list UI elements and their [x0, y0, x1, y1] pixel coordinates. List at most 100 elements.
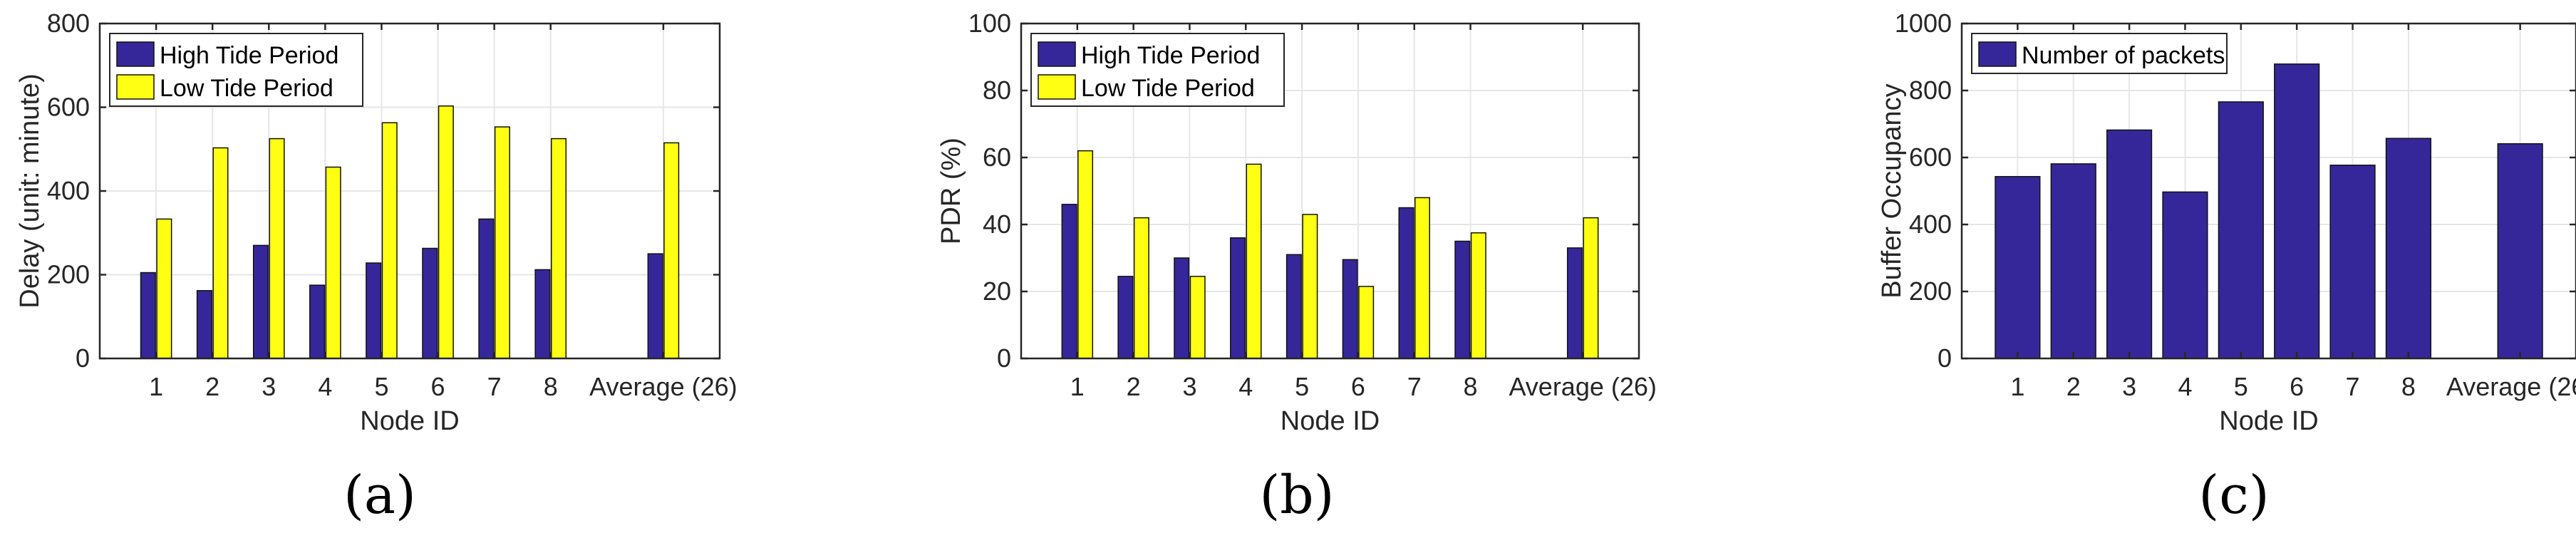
legend: High Tide Period Low Tide Period [109, 33, 363, 107]
bar-count [2106, 129, 2153, 359]
x-axis-label: Node ID [2219, 406, 2318, 436]
y-tick-label: 800 [47, 9, 90, 38]
x-tick-label: 6 [2290, 372, 2304, 401]
x-tick-label: 2 [2067, 372, 2081, 401]
bar-low-tide [1133, 217, 1149, 359]
panel-label: (c) [2198, 465, 2269, 526]
x-tick-label: 3 [2122, 372, 2136, 401]
x-tick-label: 1 [1070, 372, 1085, 401]
x-tick-label: 4 [1238, 372, 1253, 401]
bar-count [2218, 101, 2264, 359]
x-tick-label: 5 [374, 372, 388, 401]
bar-count [1995, 176, 2041, 359]
y-axis-label: Delay (unit: minute) [15, 73, 45, 308]
y-tick-label: 60 [983, 143, 1011, 172]
bar-low-tide [381, 122, 398, 359]
bar-high-tide [534, 269, 551, 359]
bar-high-tide [422, 247, 438, 359]
x-tick-label: 3 [262, 372, 276, 401]
x-axis-label: Node ID [1281, 406, 1380, 436]
x-tick-label: 2 [205, 372, 219, 401]
bar-high-tide [140, 272, 156, 359]
y-tick-label: 600 [47, 93, 90, 122]
bar-high-tide [1342, 259, 1358, 359]
x-tick-label: 8 [2401, 372, 2416, 401]
bar-high-tide [1566, 247, 1583, 359]
axes-box [1020, 22, 1640, 360]
bar-high-tide [1286, 254, 1302, 359]
bar-low-tide [212, 147, 229, 359]
bar-count [2274, 63, 2320, 359]
x-tick-label: 3 [1182, 372, 1196, 401]
bar-high-tide [1061, 204, 1077, 359]
panel-label: (b) [1259, 465, 1334, 526]
bar-count [2050, 163, 2096, 359]
legend-label: Low Tide Period [1081, 75, 1255, 102]
legend: Number of packets [1971, 33, 2228, 74]
x-tick-label: 5 [2234, 372, 2248, 401]
bar-low-tide [325, 166, 341, 359]
bar-count [2497, 143, 2543, 359]
bar-low-tide [1414, 197, 1430, 359]
y-tick-label: 1000 [1895, 9, 1952, 38]
legend: High Tide Period Low Tide Period [1030, 33, 1285, 107]
x-tick-label: 8 [1464, 372, 1478, 401]
x-tick-label: 4 [2178, 372, 2192, 401]
axes-box [1960, 22, 2576, 360]
legend-label: Low Tide Period [160, 75, 333, 102]
x-tick-label: Average (26) [589, 372, 737, 401]
bar-low-tide [1189, 276, 1206, 359]
bar-low-tide [1246, 163, 1262, 359]
bar-low-tide [1583, 217, 1599, 359]
bar-high-tide [196, 290, 212, 359]
bar-high-tide [478, 218, 495, 359]
y-tick-label: 80 [983, 76, 1011, 105]
bar-low-tide [1302, 214, 1318, 359]
bar-high-tide [1117, 276, 1134, 359]
x-tick-label: 7 [1407, 372, 1422, 401]
bar-high-tide [1230, 237, 1246, 359]
legend-label: Number of packets [2022, 42, 2225, 69]
x-tick-label: 5 [1295, 372, 1309, 401]
legend-swatch-low-tide [116, 74, 155, 100]
y-tick-label: 20 [983, 276, 1011, 306]
legend-swatch-low-tide [1038, 74, 1076, 100]
bar-high-tide [1174, 257, 1190, 359]
legend-swatch-count [1978, 41, 2017, 67]
x-tick-label: 8 [544, 372, 558, 401]
bar-low-tide [663, 142, 680, 359]
bar-low-tide [156, 218, 172, 359]
x-tick-label: Average (26) [1509, 372, 1656, 401]
y-tick-label: 600 [1909, 143, 1952, 172]
bar-high-tide [309, 284, 326, 359]
x-axis-label: Node ID [360, 406, 459, 436]
y-tick-label: 100 [968, 9, 1011, 38]
y-tick-label: 0 [76, 343, 90, 373]
panel-c-buffer-chart: 0 200 400 600 800 1000 1 2 3 4 5 6 7 8 Average (26) Nod… [1877, 9, 2576, 526]
panel-label: (a) [343, 465, 416, 526]
x-tick-label: 1 [149, 372, 163, 401]
panel-b-pdr-chart: 0 20 40 60 80 100 1 2 3 4 5 6 7 8 Average (26) Node ID P… [936, 9, 1657, 526]
bar-count [2385, 138, 2432, 359]
bar-low-tide [1358, 286, 1375, 359]
y-tick-label: 200 [47, 260, 90, 289]
bar-low-tide [1077, 150, 1094, 359]
y-tick-label: 400 [47, 176, 90, 205]
y-axis-label: PDR (%) [936, 138, 966, 244]
y-tick-label: 40 [983, 210, 1011, 239]
y-tick-label: 0 [997, 343, 1011, 373]
bar-high-tide [1398, 207, 1414, 359]
x-tick-label: 6 [431, 372, 445, 401]
legend-swatch-high-tide [116, 41, 155, 67]
bar-high-tide [647, 253, 663, 359]
bar-low-tide [494, 126, 510, 359]
y-tick-label: 0 [1938, 343, 1952, 373]
y-tick-label: 400 [1909, 210, 1952, 239]
y-axis-label: Buffer Occupancy [1877, 83, 1907, 298]
x-tick-label: 2 [1127, 372, 1141, 401]
bar-low-tide [1470, 232, 1486, 359]
x-tick-label: Average (26) [2446, 372, 2576, 401]
bar-low-tide [438, 105, 454, 359]
x-tick-label: 7 [487, 372, 502, 401]
